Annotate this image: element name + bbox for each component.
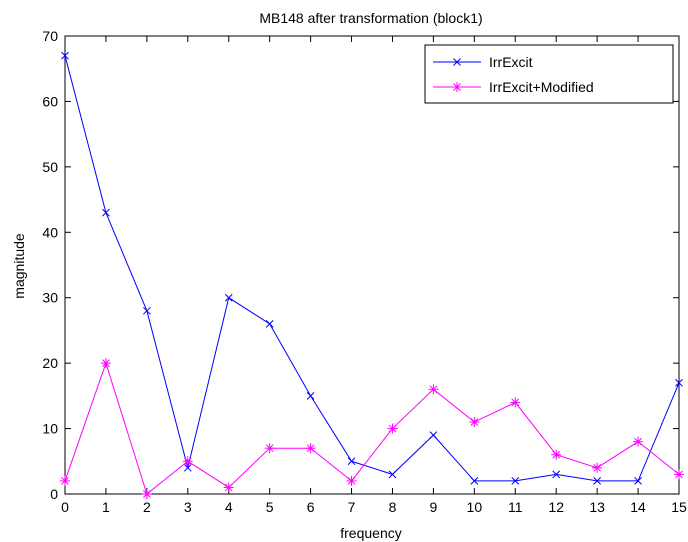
plot-area	[64, 35, 680, 495]
legend-marker-2	[452, 82, 462, 92]
series-2-point	[60, 475, 70, 486]
y-tick-label: 30	[42, 290, 58, 306]
y-axis-title: magnitude	[11, 233, 27, 299]
x-tick-label: 15	[671, 499, 687, 515]
series-2-point	[592, 462, 603, 473]
y-tick-label: 20	[42, 355, 58, 371]
legend: IrrExcit IrrExcit+Modified	[424, 44, 674, 104]
series-1-point	[429, 431, 438, 439]
series-2-point	[182, 456, 193, 467]
series-1-point	[675, 378, 683, 387]
x-tick-label: 1	[102, 499, 110, 515]
series-1-point	[388, 470, 397, 479]
series-2-point	[428, 384, 439, 395]
series-1-point	[61, 51, 69, 60]
series-layer	[60, 51, 684, 499]
x-tick-label: 3	[184, 499, 192, 515]
x-axis-title: frequency	[340, 525, 401, 541]
x-tick-label: 4	[225, 499, 233, 515]
series-line-2	[64, 361, 680, 495]
x-tick-label: 2	[143, 499, 151, 515]
series-1-point	[183, 463, 192, 472]
legend-label-1: IrrExcit	[489, 54, 533, 70]
x-tick-label: 8	[389, 499, 397, 515]
y-axis: 0 10 20 30 40 50 60 70	[42, 28, 679, 502]
x-tick-label: 10	[467, 499, 483, 515]
series-1-point	[224, 293, 233, 302]
y-tick-label: 60	[42, 93, 58, 109]
legend-marker-1	[453, 58, 461, 66]
x-axis: 0 1 2 3 4 5 6 7 8 9 10 11 12 13 14 15	[61, 36, 687, 515]
series-2-point	[633, 436, 644, 447]
legend-label-2: IrrExcit+Modified	[489, 79, 594, 95]
series-line-1	[64, 55, 680, 482]
y-tick-label: 70	[42, 28, 58, 44]
series-2-point	[469, 417, 480, 428]
x-tick-label: 6	[307, 499, 315, 515]
series-1-point	[347, 457, 356, 466]
series-2-point	[510, 397, 521, 408]
series-1-point	[552, 470, 561, 479]
series-1-point	[634, 477, 642, 485]
series-2-point	[264, 443, 275, 454]
legend-box	[424, 44, 674, 104]
series-2-point	[551, 449, 562, 460]
y-tick-label: 50	[42, 159, 58, 175]
series-1-point	[306, 392, 315, 400]
series-2-point	[387, 423, 398, 434]
series-1-point	[143, 306, 151, 315]
y-tick-label: 0	[50, 486, 58, 502]
x-tick-label: 12	[548, 499, 564, 515]
x-tick-label: 0	[61, 499, 69, 515]
y-tick-label: 40	[42, 224, 58, 240]
series-2-point	[223, 482, 234, 493]
x-tick-label: 13	[589, 499, 605, 515]
series-1-point	[265, 320, 274, 328]
y-tick-label: 10	[42, 421, 58, 437]
x-tick-label: 11	[508, 499, 523, 515]
x-tick-label: 14	[630, 499, 646, 515]
x-tick-label: 9	[430, 499, 438, 515]
series-1-point	[470, 477, 479, 485]
x-tick-label: 7	[348, 499, 356, 515]
series-2-point	[305, 443, 316, 454]
series-2-point	[141, 489, 152, 499]
series-1-point	[102, 208, 110, 217]
series-1-point	[593, 477, 601, 485]
series-2-point	[674, 469, 684, 480]
chart-title: MB148 after transformation (block1)	[259, 10, 482, 26]
series-2-point	[100, 358, 111, 369]
x-tick-label: 5	[266, 499, 274, 515]
series-2-point	[346, 475, 357, 486]
series-1-point	[511, 477, 520, 485]
